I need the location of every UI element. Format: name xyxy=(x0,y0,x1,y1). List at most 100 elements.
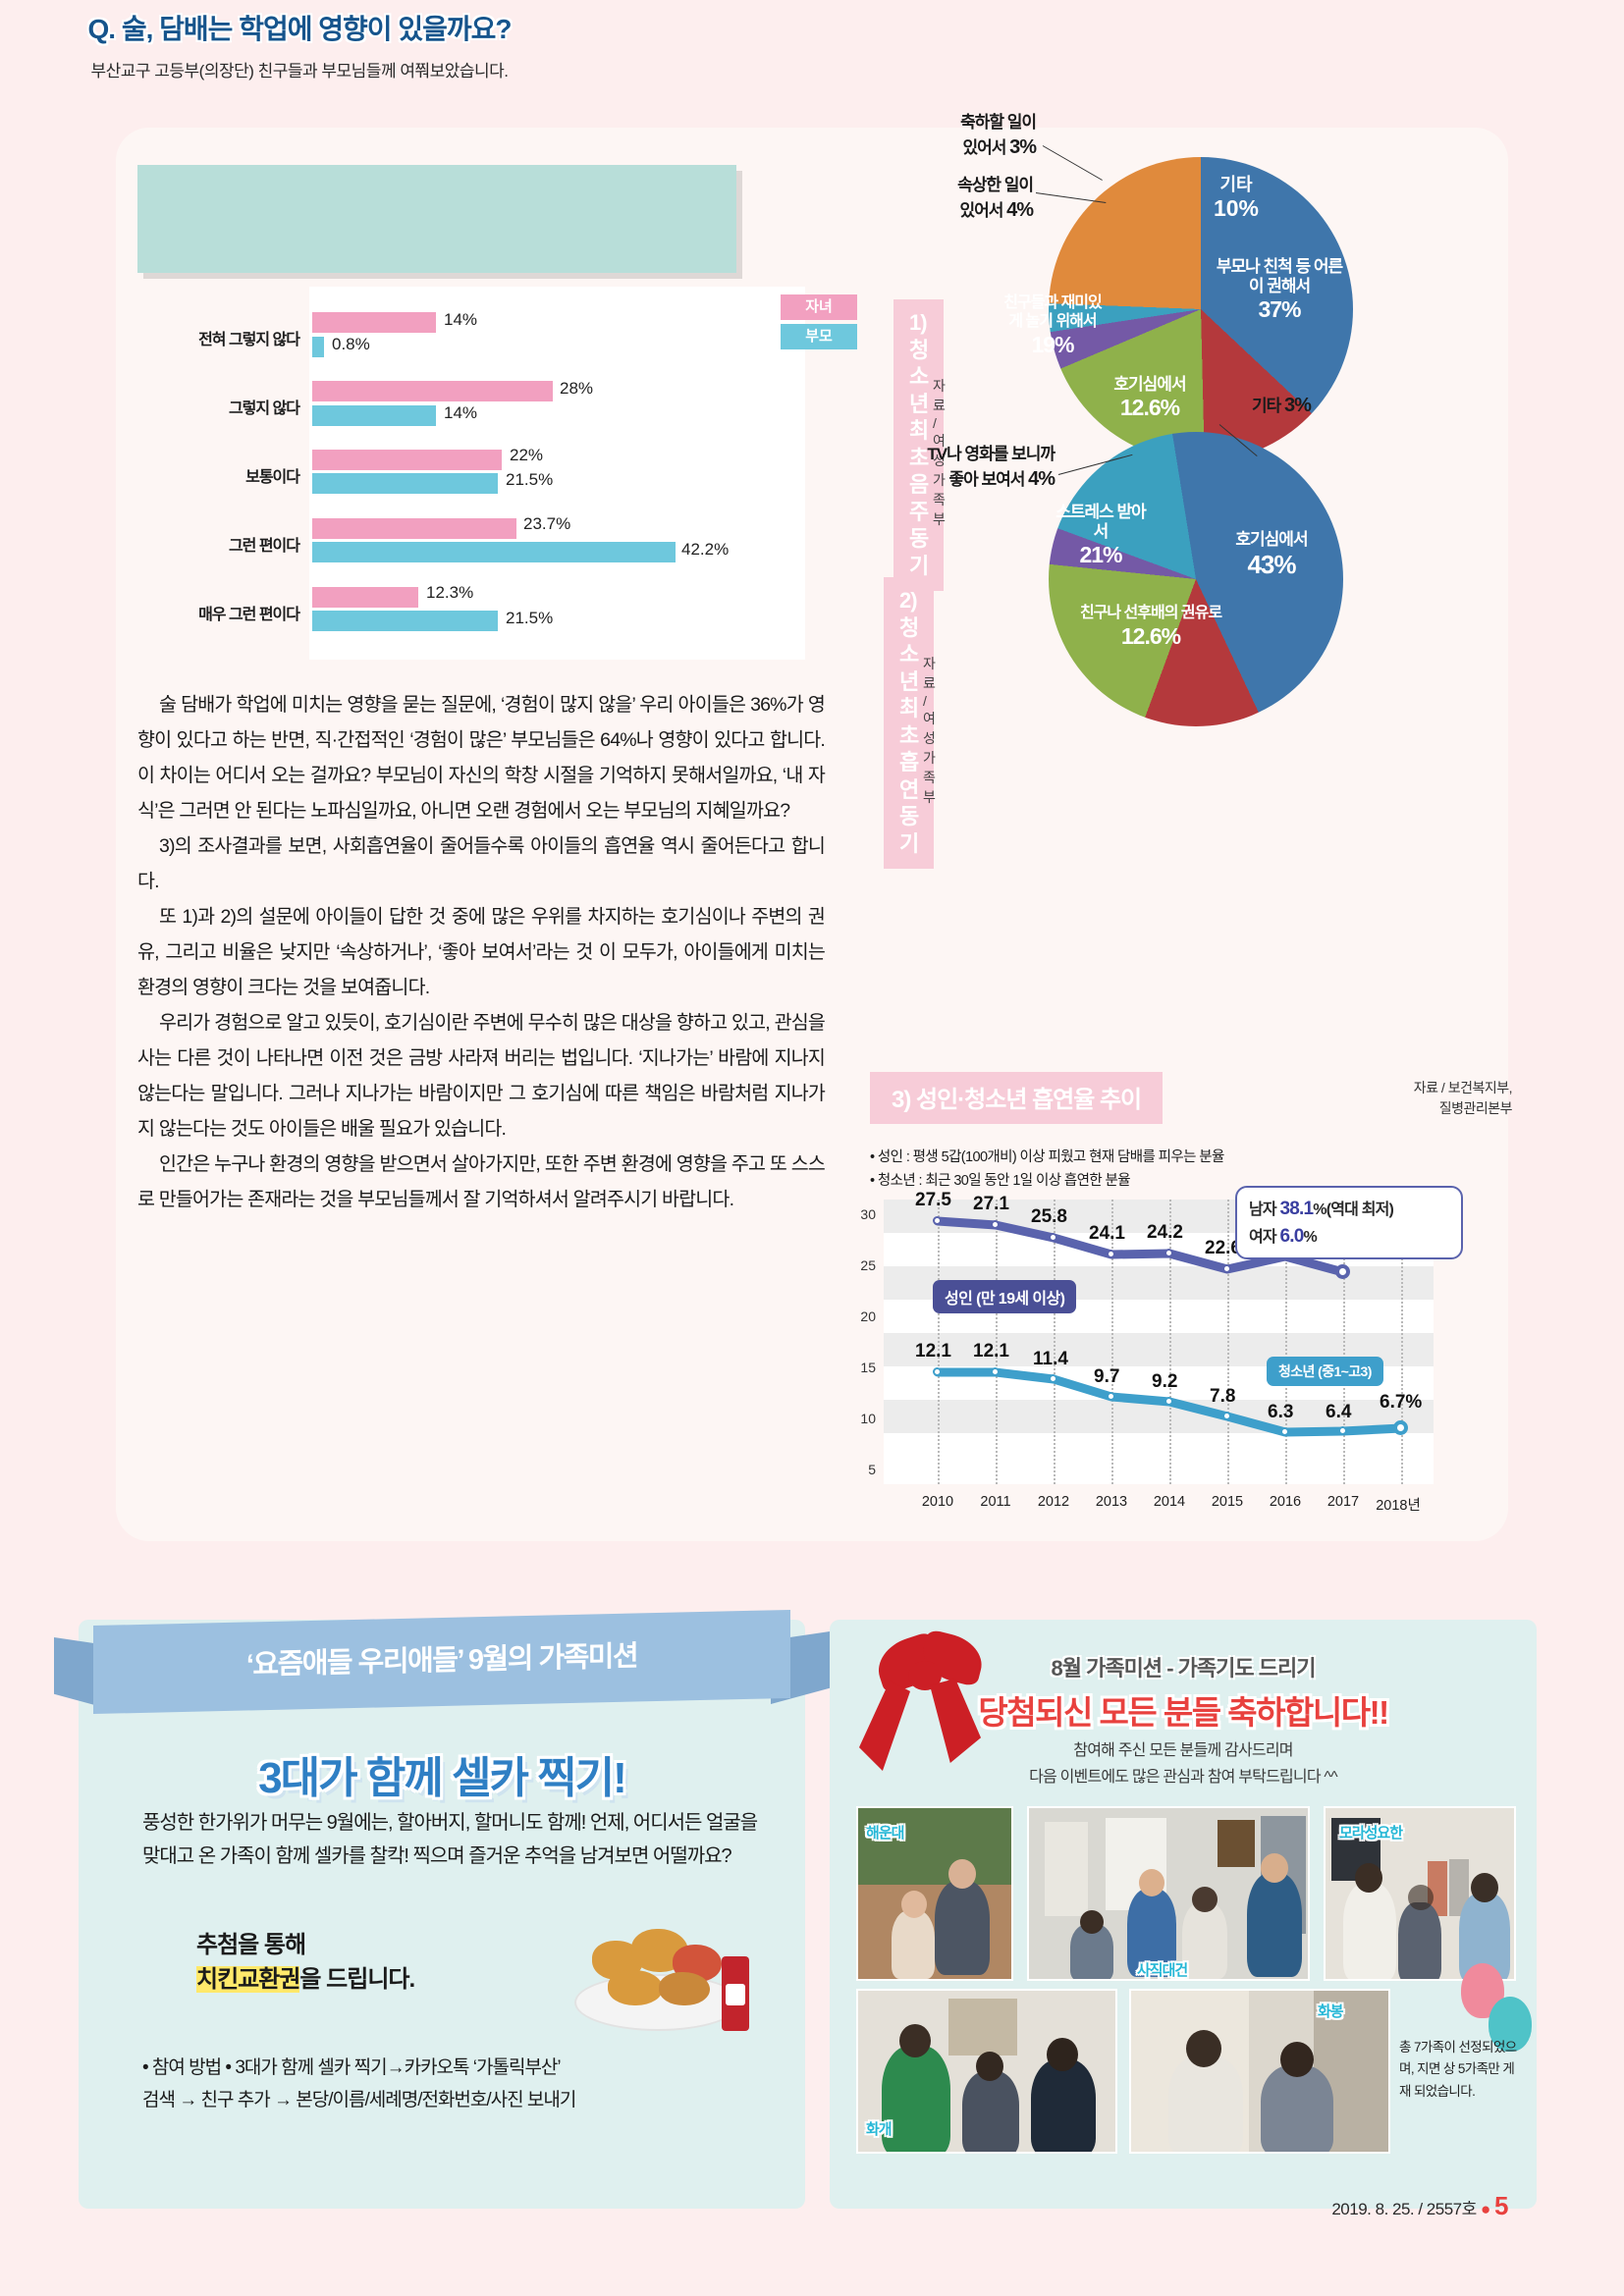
pie-1-pct-5: 10% xyxy=(1213,195,1260,222)
gridline xyxy=(1285,1200,1287,1484)
value-label-youth-3: 9.7 xyxy=(1094,1366,1120,1387)
pie-2-slice-label-curiosity: 호기심에서 43% xyxy=(1210,530,1333,580)
chicken-piece-icon xyxy=(608,1970,663,2005)
data-point-youth xyxy=(1164,1397,1173,1406)
bar-category-2: 보통이다 xyxy=(245,469,300,486)
footer-issue: 2019. 8. 25. / 2557호 xyxy=(1331,2200,1477,2218)
person-head-shape xyxy=(948,1859,976,1889)
data-point-youth xyxy=(1107,1392,1115,1401)
pie-2-slice-label-peer: 친구나 선후배의 권유로 12.6% xyxy=(1078,605,1223,650)
event-photo-sajikdaegeon xyxy=(1027,1806,1310,1981)
pie-1-label-text-0: 부모나 친척 등 어른이 권해서 xyxy=(1216,257,1343,296)
article-paragraph-5: 인간은 누구나 환경의 영향을 받으면서 살아가지만, 또한 주변 환경에 영향… xyxy=(137,1153,826,1210)
mission-howto: • 참여 방법 • 3대가 함께 셀카 찍기→카카오톡 ‘가톨릭부산’ 검색 →… xyxy=(142,2052,781,2116)
bar-children-1 xyxy=(312,381,553,401)
photo-tag-sajikdaegeon: 사직대건 xyxy=(1137,1962,1188,1979)
data-point-youth xyxy=(1049,1374,1057,1383)
person-head-shape xyxy=(1186,2030,1221,2067)
bar-children-0 xyxy=(312,312,436,333)
mission-prize-line2: 치킨교환권을 드립니다. xyxy=(196,1963,589,1998)
person-shape xyxy=(1168,2056,1243,2152)
line-chart-note-adult: • 성인 : 평생 5갑(100개비) 이상 피웠고 현재 담배를 피우는 분율 xyxy=(870,1149,1224,1165)
x-tick-1: 2011 xyxy=(980,1494,1011,1510)
person-shape xyxy=(962,2071,1019,2152)
y-tick-15: 15 xyxy=(860,1360,876,1375)
value-label-youth-7: 6.4 xyxy=(1326,1402,1352,1422)
series-label-adult: 성인 (만 19세 이상) xyxy=(933,1280,1077,1313)
gridline xyxy=(1227,1200,1229,1484)
series-label-youth: 청소년 (중1~고3) xyxy=(1267,1357,1383,1386)
pie-2-label-text-2: 스트레스 받아서 xyxy=(1056,503,1147,542)
bar-children-2 xyxy=(312,450,502,470)
data-point-youth-last xyxy=(1393,1420,1408,1435)
mission-prize-highlight: 치킨교환권 xyxy=(196,1965,300,1993)
y-tick-30: 30 xyxy=(860,1206,876,1222)
data-point-youth xyxy=(1222,1412,1231,1420)
photo-tag-moraseongyohan: 모라성요한 xyxy=(1339,1825,1403,1842)
callout-line1-prefix: 남자 xyxy=(1249,1201,1280,1218)
pie-1-pct-1: 12.6% xyxy=(1119,395,1180,421)
bar-value-parents-3: 42.2% xyxy=(681,540,730,559)
gift-bow-icon xyxy=(839,1610,1016,1777)
person-head-shape xyxy=(1471,1873,1498,1902)
callout-line1-suffix: %(역대 최저) xyxy=(1313,1201,1394,1218)
pie-1-source: 자료 / 여성가족부 xyxy=(933,378,946,527)
question-header-banner xyxy=(137,165,736,273)
pie-1-label-text-2: 친구들과 재미있게 놀기 위해서 xyxy=(1003,294,1102,330)
gridline xyxy=(1111,1200,1113,1484)
pie-2-tag: 2) 청소년 최초흡연동기 xyxy=(884,577,935,869)
value-label-adult-4: 24.2 xyxy=(1147,1222,1183,1243)
line-chart-source: 자료 / 보건복지부, 질병관리본부 xyxy=(1413,1080,1513,1116)
pie-1-callout-upset: 속상한 일이 있어서 4% xyxy=(957,176,1034,221)
photo-tag-hwagae: 화개 xyxy=(866,2121,893,2138)
value-label-adult-2: 25.8 xyxy=(1031,1206,1067,1227)
bar-parents-1 xyxy=(312,405,436,426)
bar-value-children-1: 28% xyxy=(560,379,594,398)
pie-2-pct-1: 12.6% xyxy=(1120,622,1181,649)
chicken-illustration xyxy=(574,1919,751,2037)
pie-2-source: 자료 / 여성가족부 xyxy=(923,656,936,805)
data-point-adult xyxy=(1222,1264,1231,1273)
pie-1-slice-label-etc: 기타 10% xyxy=(1194,175,1278,222)
pie-1-label-text-5: 기타 xyxy=(1219,175,1253,194)
x-tick-0: 2010 xyxy=(921,1494,954,1510)
gridline xyxy=(1169,1200,1171,1484)
x-tick-7: 2017 xyxy=(1326,1494,1360,1510)
bar-parents-2 xyxy=(312,473,498,494)
person-head-shape xyxy=(1408,1885,1434,1910)
person-head-shape xyxy=(1280,2042,1314,2077)
y-tick-20: 20 xyxy=(860,1308,876,1324)
balloon-icon xyxy=(1489,1997,1532,2052)
bar-parents-0 xyxy=(312,337,324,357)
bar-parents-4 xyxy=(312,611,498,631)
person-shape xyxy=(1261,2065,1333,2152)
person-shape xyxy=(1031,2059,1096,2152)
gridline xyxy=(1054,1200,1056,1484)
pie-1-slice-label-friends: 친구들과 재미있게 놀기 위해서 19% xyxy=(998,294,1108,358)
gridline xyxy=(1343,1200,1345,1484)
article-body: 술 담배가 학업에 미치는 영향을 묻는 질문에, ‘경험이 많지 않을’ 우리… xyxy=(137,687,826,1217)
mission-prize: 추첨을 통해 치킨교환권을 드립니다. xyxy=(196,1929,589,1998)
person-shape xyxy=(935,1881,990,1975)
x-tick-8: 2018년 xyxy=(1376,1498,1421,1514)
person-head-shape xyxy=(1192,1887,1218,1912)
bar-value-children-0: 14% xyxy=(444,310,478,329)
data-point-adult xyxy=(1107,1250,1115,1258)
event-subtitle: 참여해 주신 모든 분들께 감사드리며 다음 이벤트에도 많은 관심과 참여 부… xyxy=(830,1737,1537,1790)
person-shape xyxy=(892,1910,935,1979)
event-title: 당첨되신 모든 분들 축하합니다!! xyxy=(978,1694,1389,1731)
bar-category-3: 그런 편이다 xyxy=(228,538,300,555)
person-shape xyxy=(1343,1883,1396,1979)
pie-1-callout-celebrate: 축하할 일이 있어서 3% xyxy=(960,113,1037,158)
bar-category-4: 매우 그런 편이다 xyxy=(198,607,300,623)
photo-tag-haeundae: 해운대 xyxy=(866,1825,904,1842)
article-paragraph-2: 3)의 조사결과를 보면, 사회흡연율이 줄어들수록 아이들의 흡연율 역시 줄… xyxy=(137,835,826,892)
pie-2-callout-tv: TV나 영화를 보니까 좋아 보여서 4% xyxy=(927,445,1056,490)
line-chart-title: 3) 성인·청소년 흡연율 추이 xyxy=(870,1072,1164,1124)
value-label-youth-4: 9.2 xyxy=(1152,1371,1178,1392)
bar-value-children-2: 22% xyxy=(510,446,544,464)
event-kicker: 8월 가족미션 - 가족기도 드리기 xyxy=(1051,1656,1317,1681)
data-point-youth xyxy=(991,1367,1000,1376)
mission-howto-line2: 검색 → 친구 추가 → 본당/이름/세례명/전화번호/사진 보내기 xyxy=(142,2090,576,2110)
person-head-shape xyxy=(1261,1853,1288,1883)
